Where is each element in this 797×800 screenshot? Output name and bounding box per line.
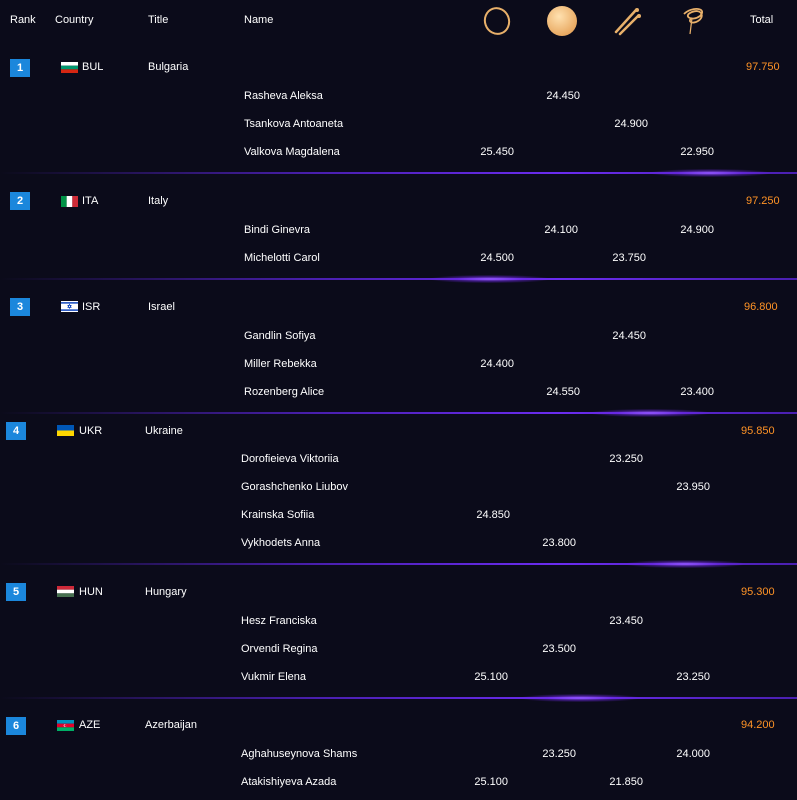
clubs-score: 21.850 <box>609 776 643 788</box>
country-code: AZE <box>79 719 101 731</box>
divider-glow <box>650 169 770 177</box>
ukraine-flag-icon <box>57 425 74 436</box>
hoop-score: 24.500 <box>480 252 514 264</box>
athlete-name: Bindi Ginevra <box>244 224 311 236</box>
clubs-score: 24.900 <box>614 118 648 130</box>
rank-badge: 6 <box>6 717 26 735</box>
ball-score: 23.800 <box>542 537 576 549</box>
rank-badge: 2 <box>10 192 30 210</box>
divider-glow <box>520 694 640 702</box>
divider <box>0 412 797 414</box>
clubs-score: 23.250 <box>609 453 643 465</box>
athlete-name: Rozenberg Alice <box>244 386 325 398</box>
header-name: Name <box>244 14 274 26</box>
table-header: Rank Country Title Name Total <box>0 0 797 40</box>
athlete-name: Gorashchenko Liubov <box>241 481 349 493</box>
ball-score: 23.250 <box>542 748 576 760</box>
ribbon-score: 23.250 <box>676 671 710 683</box>
header-country: Country <box>55 14 94 26</box>
country-name: Israel <box>148 301 175 313</box>
country-code: ITA <box>82 195 99 207</box>
athlete-name: Dorofieieva Viktoriia <box>241 453 339 465</box>
athlete-name: Valkova Magdalena <box>244 146 340 158</box>
ribbon-score: 23.400 <box>680 386 714 398</box>
athlete-name: Aghahuseynova Shams <box>241 748 358 760</box>
hoop-icon[interactable] <box>480 4 514 38</box>
header-title: Title <box>148 14 169 26</box>
country-name: Azerbaijan <box>145 719 197 731</box>
header-total: Total <box>750 14 774 26</box>
bulgaria-flag-icon <box>61 62 78 73</box>
divider-glow <box>625 560 745 568</box>
clubs-score: 23.750 <box>612 252 646 264</box>
team-total: 94.200 <box>741 719 775 731</box>
country-code: UKR <box>79 425 103 437</box>
country-code: HUN <box>79 586 103 598</box>
hoop-score: 25.100 <box>474 776 508 788</box>
rank-badge: 1 <box>10 59 30 77</box>
clubs-score: 24.450 <box>612 330 646 342</box>
country-name: Ukraine <box>145 425 183 437</box>
ribbon-score: 22.950 <box>680 146 714 158</box>
clubs-score: 23.450 <box>609 615 643 627</box>
team-total: 95.850 <box>741 425 775 437</box>
rank-badge: 3 <box>10 298 30 316</box>
azerbaijan-flag-icon <box>57 720 74 731</box>
athlete-name: Miller Rebekka <box>244 358 317 370</box>
athlete-name: Michelotti Carol <box>244 252 320 264</box>
country-code: ISR <box>82 301 101 313</box>
hoop-score: 25.450 <box>480 146 514 158</box>
hoop-score: 24.400 <box>480 358 514 370</box>
divider-glow <box>590 409 710 417</box>
hungary-flag-icon <box>57 586 74 597</box>
ball-score: 24.450 <box>546 90 580 102</box>
athlete-name: Krainska Sofiia <box>241 509 315 521</box>
ribbon-score: 24.900 <box>680 224 714 236</box>
ball-score: 24.550 <box>546 386 580 398</box>
athlete-name: Orvendi Regina <box>241 643 318 655</box>
athlete-name: Atakishiyeva Azada <box>241 776 337 788</box>
athlete-name: Hesz Franciska <box>241 615 317 627</box>
italy-flag-icon <box>61 196 78 207</box>
rank-badge: 5 <box>6 583 26 601</box>
team-total: 96.800 <box>744 301 778 313</box>
divider-glow <box>430 275 550 283</box>
team-total: 97.750 <box>746 61 780 73</box>
country-code: BUL <box>82 61 104 73</box>
ribbon-score: 23.950 <box>676 481 710 493</box>
athlete-name: Vykhodets Anna <box>241 537 321 549</box>
ribbon-score: 24.000 <box>676 748 710 760</box>
athlete-name: Tsankova Antoaneta <box>244 118 344 130</box>
divider <box>0 563 797 565</box>
country-name: Bulgaria <box>148 61 189 73</box>
divider <box>0 278 797 280</box>
rank-badge: 4 <box>6 422 26 440</box>
header-rank: Rank <box>10 14 36 26</box>
divider <box>0 172 797 174</box>
divider <box>0 697 797 699</box>
ribbon-icon[interactable] <box>678 4 712 38</box>
athlete-name: Rasheva Aleksa <box>244 90 323 102</box>
athlete-name: Gandlin Sofiya <box>244 330 316 342</box>
country-name: Italy <box>148 195 169 207</box>
ball-icon[interactable] <box>545 4 579 38</box>
hoop-score: 24.850 <box>476 509 510 521</box>
ball-score: 24.100 <box>544 224 578 236</box>
israel-flag-icon <box>61 301 78 312</box>
ball-score: 23.500 <box>542 643 576 655</box>
clubs-icon[interactable] <box>610 4 644 38</box>
country-name: Hungary <box>145 586 187 598</box>
team-total: 95.300 <box>741 586 775 598</box>
athlete-name: Vukmir Elena <box>241 671 307 683</box>
team-total: 97.250 <box>746 195 780 207</box>
hoop-score: 25.100 <box>474 671 508 683</box>
